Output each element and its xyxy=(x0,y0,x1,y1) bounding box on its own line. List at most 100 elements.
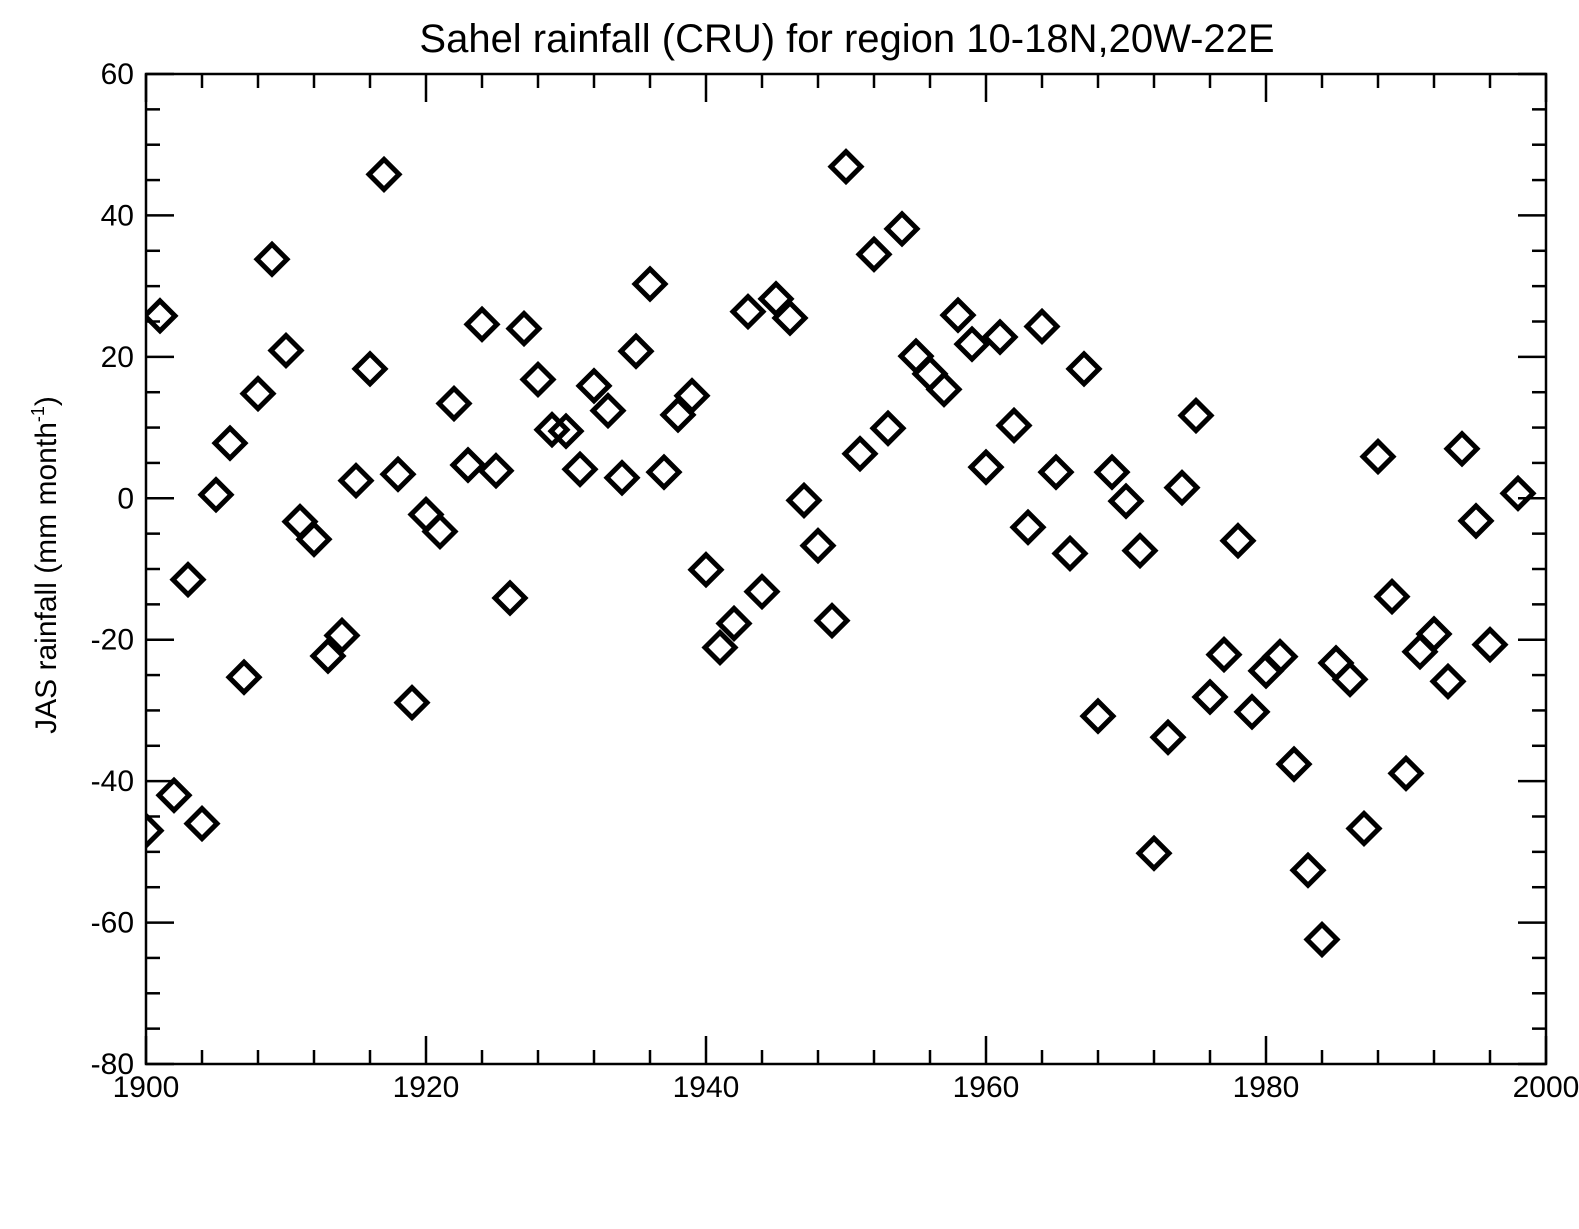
data-point xyxy=(1387,754,1425,792)
y-axis-label-main: JAS rainfall (mm month xyxy=(30,422,63,734)
data-point xyxy=(1107,482,1145,520)
data-point xyxy=(1499,474,1537,512)
data-point xyxy=(1275,745,1313,783)
data-point xyxy=(995,406,1033,444)
data-point xyxy=(673,377,711,415)
data-point xyxy=(687,551,725,589)
data-point xyxy=(183,805,221,843)
data-point xyxy=(603,459,641,497)
data-point xyxy=(1205,636,1243,674)
data-point xyxy=(146,812,165,850)
data-point xyxy=(1373,578,1411,616)
data-point xyxy=(575,367,613,405)
chart-title: Sahel rainfall (CRU) for region 10-18N,2… xyxy=(419,17,1274,61)
y-tick-label: -20 xyxy=(91,624,134,657)
data-point xyxy=(589,392,627,430)
data-point xyxy=(631,265,669,303)
data-point xyxy=(645,453,683,491)
data-point xyxy=(1079,697,1117,735)
data-point xyxy=(1303,921,1341,959)
plot-frame xyxy=(144,72,1548,1066)
y-tick-label: -80 xyxy=(91,1048,134,1081)
data-point xyxy=(1331,660,1369,698)
axis-ticks: 1900 1920 1940 1960 1980 2000 -80 -60 -40 -20 0 20 4… xyxy=(91,58,1579,1104)
data-point xyxy=(1401,633,1439,671)
data-point xyxy=(1345,809,1383,848)
data-point xyxy=(1233,693,1271,731)
data-points xyxy=(146,148,1537,959)
data-point xyxy=(1457,502,1495,540)
data-point xyxy=(1093,453,1131,491)
data-point xyxy=(981,318,1019,356)
data-point xyxy=(1443,430,1481,468)
data-point xyxy=(939,296,977,334)
data-point xyxy=(897,337,935,375)
data-point xyxy=(393,684,431,722)
data-point xyxy=(1037,453,1075,491)
data-point xyxy=(855,235,893,273)
data-point xyxy=(729,293,767,331)
data-point xyxy=(505,310,543,348)
data-point xyxy=(1359,438,1397,476)
data-point xyxy=(827,148,865,186)
y-axis-label-close: ) xyxy=(30,396,63,406)
data-point xyxy=(239,375,277,413)
data-point xyxy=(1177,397,1215,435)
data-point xyxy=(281,503,319,541)
data-point xyxy=(1065,350,1103,388)
data-point xyxy=(1219,522,1257,560)
y-tick-label: 20 xyxy=(101,341,134,374)
data-point xyxy=(953,325,991,363)
data-point xyxy=(225,658,263,696)
data-point xyxy=(463,305,501,343)
data-point xyxy=(1135,834,1173,872)
data-point xyxy=(1149,718,1187,756)
x-tick-label: 1940 xyxy=(673,1071,740,1104)
data-point xyxy=(491,579,529,617)
data-point xyxy=(253,240,291,278)
x-tick-label: 1900 xyxy=(113,1071,180,1104)
data-point xyxy=(407,496,445,534)
data-point xyxy=(799,527,837,565)
data-point xyxy=(351,350,389,388)
data-point xyxy=(1163,469,1201,507)
data-point xyxy=(267,331,305,370)
data-point xyxy=(146,297,179,335)
data-point xyxy=(211,424,249,462)
data-point xyxy=(869,409,907,447)
y-axis-label-superscript: -1 xyxy=(28,406,48,422)
plot-axes xyxy=(144,72,1548,1066)
data-point xyxy=(911,355,949,393)
data-point xyxy=(323,616,361,655)
data-point xyxy=(337,462,375,500)
data-point xyxy=(1121,532,1159,570)
data-point xyxy=(1289,851,1327,889)
data-point xyxy=(477,452,515,490)
data-point xyxy=(169,561,207,599)
data-point xyxy=(1471,626,1509,664)
data-point xyxy=(841,435,879,473)
data-point xyxy=(785,481,823,519)
data-point xyxy=(379,455,417,493)
data-point xyxy=(533,411,571,449)
data-point xyxy=(701,628,739,667)
data-point xyxy=(295,520,333,558)
data-point xyxy=(1191,678,1229,716)
data-point xyxy=(743,573,781,611)
x-tick-label: 2000 xyxy=(1513,1071,1579,1104)
data-point xyxy=(617,332,655,370)
data-point xyxy=(1051,534,1089,572)
data-point xyxy=(1009,508,1047,546)
y-tick-label: 40 xyxy=(101,199,134,232)
data-point xyxy=(365,155,403,193)
y-tick-label: -60 xyxy=(91,907,134,940)
y-tick-label: 0 xyxy=(117,482,134,515)
data-point xyxy=(1317,644,1355,682)
x-tick-label: 1920 xyxy=(393,1071,460,1104)
data-point xyxy=(561,450,599,488)
data-point xyxy=(449,446,487,484)
x-tick-label: 1960 xyxy=(953,1071,1020,1104)
data-point xyxy=(1023,307,1061,345)
data-point xyxy=(1261,638,1299,676)
